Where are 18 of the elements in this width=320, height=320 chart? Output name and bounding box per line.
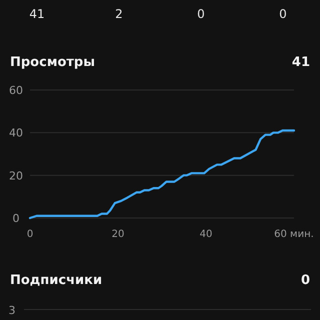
text: Подписчики xyxy=(10,273,102,288)
text: 41 xyxy=(292,55,310,70)
x-tick-label: 40 xyxy=(200,229,212,240)
text: 3 xyxy=(8,304,16,317)
x-tick-label: 60 мин. xyxy=(274,229,314,240)
x-tick-label: 20 xyxy=(112,229,124,240)
chart-title: Просмотры xyxy=(10,55,95,70)
text: 0 xyxy=(279,7,287,21)
text: 41 xyxy=(29,7,45,21)
y-tick-label: 60 xyxy=(9,84,23,97)
text: 0 xyxy=(300,273,310,288)
y-tick-label: 20 xyxy=(9,169,23,182)
line-series xyxy=(28,129,296,220)
text: 0 xyxy=(197,7,205,21)
y-tick-label: 40 xyxy=(9,126,23,140)
y-tick-label: 0 xyxy=(12,212,20,225)
x-tick-label: 0 xyxy=(26,229,34,240)
text: 2 xyxy=(115,7,123,21)
